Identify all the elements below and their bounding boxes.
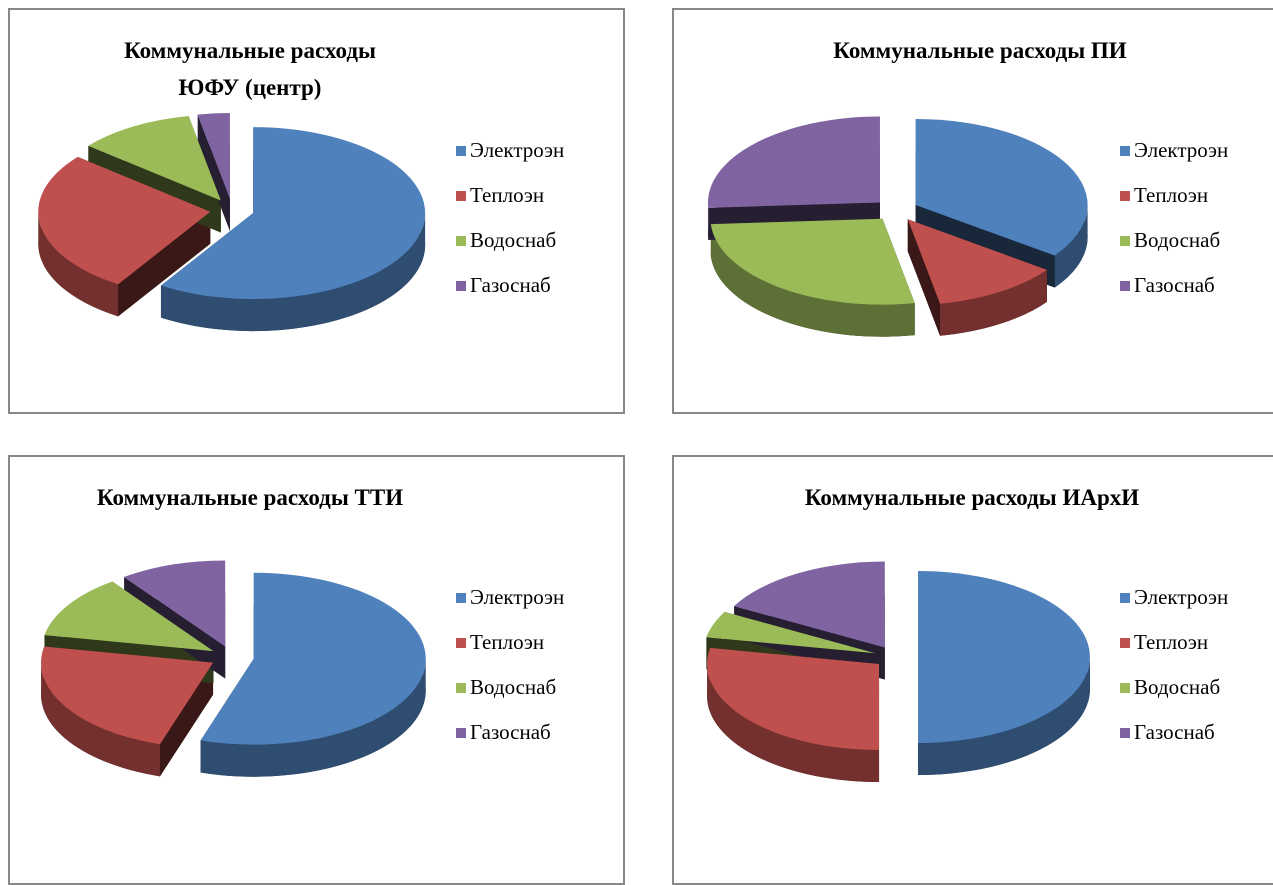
legend-swatch — [456, 593, 466, 603]
legend-label: Водоснаб — [1134, 228, 1220, 252]
legend-label: Водоснаб — [470, 228, 556, 252]
legend-label: Теплоэн — [470, 183, 544, 207]
legend-entry: Теплоэн — [456, 629, 544, 655]
pie-slices — [38, 113, 425, 331]
legend-swatch — [1120, 191, 1130, 201]
legend-entry: Теплоэн — [1120, 182, 1208, 208]
legend-swatch — [456, 728, 466, 738]
legend-entry: Электроэн — [456, 137, 564, 163]
legend-label: Электроэн — [1134, 585, 1228, 609]
legend-entry: Водоснаб — [456, 674, 556, 700]
legend-entry: Электроэн — [1120, 584, 1228, 610]
pie-slices — [706, 562, 1090, 782]
legend-label: Теплоэн — [470, 630, 544, 654]
pie-plot — [10, 10, 625, 414]
legend-swatch — [1120, 593, 1130, 603]
slice — [708, 116, 880, 207]
legend-swatch — [456, 146, 466, 156]
pie-plot — [674, 457, 1273, 885]
legend-swatch — [456, 236, 466, 246]
pie-plot — [10, 457, 625, 885]
legend-entry: Электроэн — [1120, 137, 1228, 163]
legend-label: Газоснаб — [470, 720, 551, 744]
legend-swatch — [1120, 683, 1130, 693]
legend-swatch — [456, 191, 466, 201]
legend-swatch — [1120, 728, 1130, 738]
legend-label: Теплоэн — [1134, 183, 1208, 207]
legend-swatch — [456, 683, 466, 693]
legend-swatch — [1120, 236, 1130, 246]
legend-entry: Газоснаб — [456, 272, 551, 298]
legend-entry: Водоснаб — [1120, 674, 1220, 700]
legend-swatch — [1120, 638, 1130, 648]
legend-label: Электроэн — [470, 585, 564, 609]
chart-panel: Коммунальные расходы ЮФУ (центр)Электроэ… — [8, 8, 625, 414]
pie-plot — [674, 10, 1273, 414]
pie-slices — [708, 116, 1088, 336]
legend-entry: Водоснаб — [456, 227, 556, 253]
legend-entry: Газоснаб — [1120, 272, 1215, 298]
pie-slices — [41, 561, 426, 777]
legend-label: Водоснаб — [470, 675, 556, 699]
legend-swatch — [1120, 281, 1130, 291]
legend-entry: Водоснаб — [1120, 227, 1220, 253]
legend-label: Электроэн — [470, 138, 564, 162]
legend-label: Теплоэн — [1134, 630, 1208, 654]
legend-entry: Теплоэн — [456, 182, 544, 208]
legend-swatch — [456, 281, 466, 291]
legend-entry: Электроэн — [456, 584, 564, 610]
legend-entry: Газоснаб — [1120, 719, 1215, 745]
legend-label: Газоснаб — [1134, 720, 1215, 744]
legend-label: Водоснаб — [1134, 675, 1220, 699]
legend-label: Электроэн — [1134, 138, 1228, 162]
legend-entry: Теплоэн — [1120, 629, 1208, 655]
legend-swatch — [1120, 146, 1130, 156]
legend-label: Газоснаб — [1134, 273, 1215, 297]
legend-entry: Газоснаб — [456, 719, 551, 745]
legend-swatch — [456, 638, 466, 648]
legend-label: Газоснаб — [470, 273, 551, 297]
